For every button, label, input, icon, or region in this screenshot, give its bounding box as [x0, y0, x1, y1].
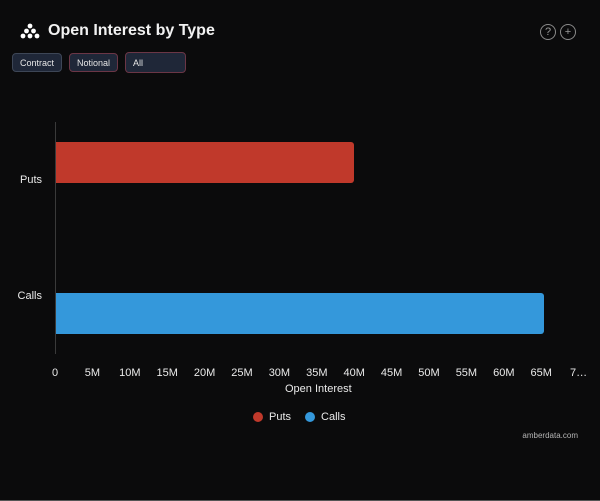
y-axis-line — [55, 122, 56, 354]
notional-button[interactable]: Notional — [69, 53, 119, 72]
x-tick-label: 35M — [306, 367, 328, 379]
x-tick-label: 55M — [455, 367, 478, 379]
x-tick-label: 25M — [231, 367, 253, 379]
amberdata-logo-icon — [20, 23, 40, 39]
contract-button[interactable]: Contract — [12, 53, 63, 72]
y-label-calls: Calls — [17, 290, 42, 302]
add-icon[interactable]: + — [560, 24, 576, 40]
credit-text: amberdata.com — [522, 431, 578, 440]
x-tick-label: 45M — [380, 367, 403, 379]
chart-title: Open Interest by Type — [48, 22, 215, 39]
x-tick-label: 30M — [268, 367, 291, 379]
x-tick-label: 20M — [193, 367, 216, 379]
bar-calls[interactable] — [56, 293, 544, 334]
x-tick-label: 65M — [530, 367, 552, 379]
legend-item-puts[interactable]: Puts — [253, 411, 291, 423]
chart-header: Open Interest by Type — [20, 22, 215, 40]
legend-label-puts: Puts — [269, 411, 292, 423]
x-tick-label: 15M — [156, 367, 178, 379]
bar-puts[interactable] — [56, 142, 354, 183]
legend: Puts Calls — [253, 411, 345, 423]
x-axis-title: Open Interest — [285, 383, 352, 395]
x-tick-label: 5M — [84, 367, 101, 379]
y-label-puts: Puts — [19, 174, 42, 186]
puts-dot-icon — [253, 412, 263, 422]
filter-select[interactable]: All — [125, 52, 187, 73]
x-tick-label: 40M — [343, 367, 365, 379]
calls-dot-icon — [305, 412, 316, 422]
legend-label-calls: Calls — [321, 411, 346, 423]
x-tick-label: 10M — [119, 367, 141, 379]
x-tick-label: 7… — [570, 367, 588, 379]
legend-item-calls[interactable]: Calls — [305, 411, 345, 423]
x-tick-label: 60M — [493, 367, 515, 379]
x-tick-label: 50M — [418, 367, 440, 379]
help-icon[interactable]: ? — [540, 24, 556, 40]
x-tick-label: 0 — [51, 367, 59, 379]
